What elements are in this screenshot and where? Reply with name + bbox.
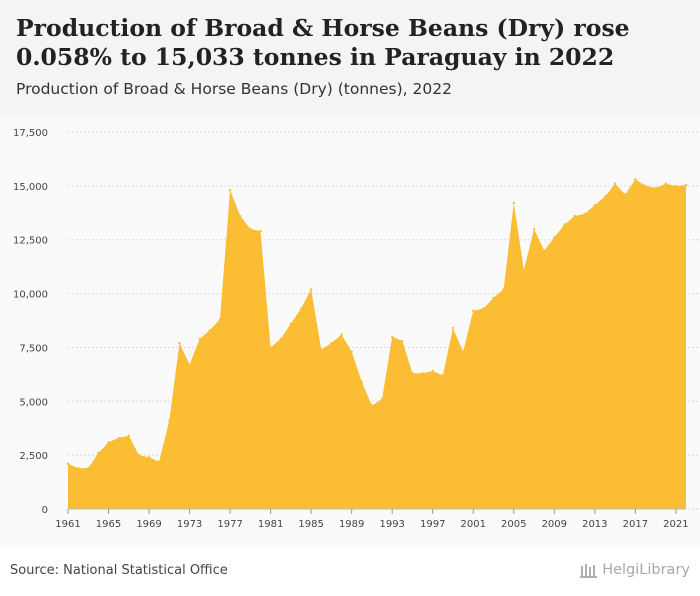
data-point: [684, 183, 688, 187]
data-point: [603, 195, 607, 198]
y-tick-label: 10,000: [13, 290, 48, 301]
data-point: [532, 227, 536, 231]
chart-area: 0 2,500 5,000 7,500 10,000 12,500 15,000 17,500…: [0, 115, 700, 547]
data-point: [178, 341, 181, 345]
data-point: [634, 178, 637, 181]
x-tick-label: 2001: [461, 519, 486, 530]
y-tick-label: 0: [42, 505, 48, 516]
data-point: [87, 466, 90, 470]
data-point: [370, 404, 374, 407]
data-point: [502, 288, 505, 291]
data-point: [492, 296, 495, 300]
data-point: [451, 326, 455, 330]
page-title: Production of Broad & Horse Beans (Dry) …: [16, 14, 630, 71]
data-point: [563, 223, 566, 226]
data-point: [583, 212, 586, 216]
header: Production of Broad & Horse Beans (Dry) …: [0, 0, 700, 115]
data-point: [157, 460, 161, 463]
data-point: [107, 441, 110, 444]
helgilibrary-logo[interactable]: HelgiLibrary: [580, 562, 690, 578]
x-tick-label: 1989: [339, 519, 364, 530]
data-point: [431, 369, 434, 373]
data-point: [472, 309, 475, 313]
data-point: [66, 462, 70, 465]
data-point: [198, 337, 201, 341]
data-point: [380, 397, 384, 401]
data-point: [218, 318, 222, 321]
x-tick-label: 2013: [582, 519, 607, 530]
x-tick-label: 1981: [258, 519, 283, 530]
data-point: [239, 214, 242, 218]
x-tick-label: 2009: [542, 519, 567, 530]
data-point: [350, 350, 353, 353]
area-chart: 0 2,500 5,000 7,500 10,000 12,500 15,000 17,500…: [13, 128, 698, 530]
data-point: [340, 333, 343, 336]
data-point: [674, 184, 678, 188]
data-point: [97, 451, 100, 455]
data-point: [664, 182, 667, 185]
data-point: [553, 236, 556, 239]
data-point: [461, 350, 465, 353]
library-columns-icon: [580, 562, 598, 578]
data-point: [522, 268, 526, 272]
data-point: [127, 434, 130, 437]
data-point: [137, 453, 141, 457]
data-point: [208, 328, 212, 332]
data-point: [168, 419, 171, 422]
data-point: [401, 339, 404, 343]
x-tick-label: 1977: [217, 519, 242, 530]
data-point: [320, 348, 323, 351]
x-tick-label: 1965: [96, 519, 121, 530]
data-point: [289, 322, 293, 325]
data-point: [76, 466, 80, 470]
x-tick-label: 1969: [136, 519, 161, 530]
data-point: [441, 374, 445, 377]
y-tick-label: 5,000: [19, 397, 48, 408]
y-tick-label: 2,500: [19, 451, 48, 462]
data-point: [330, 341, 333, 345]
y-tick-label: 17,500: [13, 128, 48, 139]
data-point: [188, 363, 191, 366]
x-tick-label: 2005: [501, 519, 526, 530]
data-point: [309, 288, 313, 291]
data-point: [644, 184, 647, 188]
data-point: [421, 372, 424, 375]
data-point: [117, 436, 120, 440]
data-point: [249, 227, 252, 231]
chart-subtitle: Production of Broad & Horse Beans (Dry) …: [16, 80, 452, 98]
data-point: [279, 337, 282, 341]
x-tick-label: 2021: [663, 519, 688, 530]
data-point: [613, 182, 617, 185]
data-point: [411, 372, 414, 375]
x-tick-label: 1993: [379, 519, 404, 530]
data-point: [269, 346, 272, 349]
x-tick-label: 1997: [420, 519, 445, 530]
x-tick-label: 2017: [623, 519, 648, 530]
data-point: [147, 456, 151, 459]
x-tick-label: 1973: [177, 519, 202, 530]
data-point: [542, 249, 546, 252]
data-point: [259, 229, 262, 233]
data-point: [360, 380, 364, 384]
data-point: [299, 307, 303, 310]
data-point: [512, 201, 515, 205]
logo-text: HelgiLibrary: [602, 562, 690, 578]
source-note: Source: National Statistical Office: [10, 563, 228, 578]
data-point: [593, 204, 597, 207]
y-tick-label: 15,000: [13, 182, 48, 193]
x-tick-label: 1961: [55, 519, 80, 530]
y-tick-label: 12,500: [13, 236, 48, 247]
y-tick-label: 7,500: [19, 343, 48, 354]
data-point: [482, 307, 485, 310]
data-point: [228, 188, 232, 192]
data-point: [624, 193, 627, 196]
data-point: [654, 186, 657, 190]
area-series: [68, 179, 686, 509]
data-point: [573, 214, 576, 218]
x-tick-label: 1985: [298, 519, 323, 530]
data-point: [390, 335, 394, 338]
